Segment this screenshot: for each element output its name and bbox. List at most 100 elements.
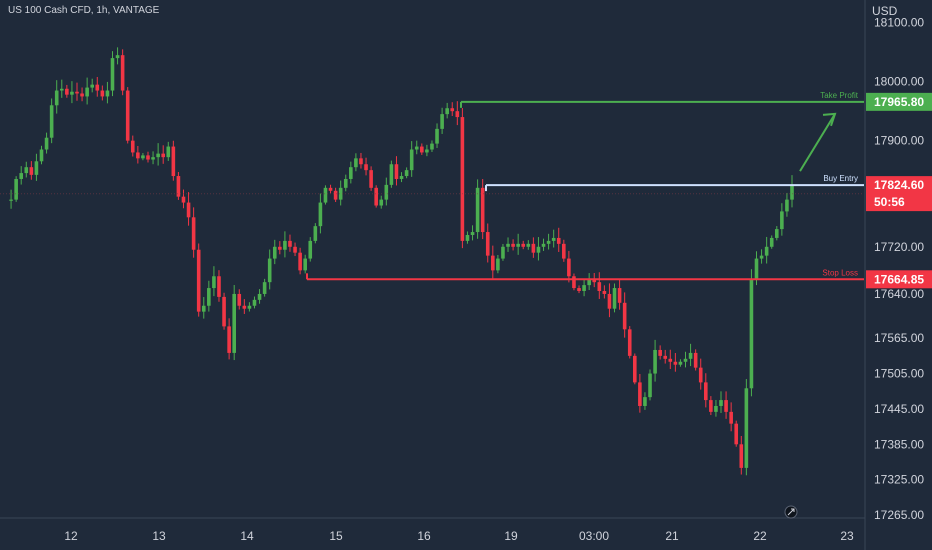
candle-body <box>597 282 602 292</box>
candle-body <box>105 90 110 97</box>
candle-body <box>217 276 221 297</box>
candles-group <box>9 47 794 476</box>
candle-body <box>703 382 708 401</box>
candle-body <box>19 173 24 179</box>
y-tick-label: 17265.00 <box>874 508 924 522</box>
candle-body <box>374 187 378 206</box>
y-tick-label: 18100.00 <box>874 16 924 30</box>
candle-body <box>734 423 739 445</box>
candle-body <box>349 167 353 179</box>
candle-body <box>257 293 262 300</box>
candle-body <box>262 282 267 294</box>
candle-body <box>9 199 13 201</box>
y-tick-label: 17565.00 <box>874 331 924 345</box>
candle-body <box>567 258 571 277</box>
candle-body <box>232 293 236 353</box>
candle-body <box>774 229 779 238</box>
candle-body <box>29 167 34 175</box>
candle-body <box>65 88 69 95</box>
candle-body <box>95 84 100 91</box>
candle-body <box>110 58 115 91</box>
candle-body <box>491 255 495 271</box>
candle-body <box>212 276 216 289</box>
candle-body <box>556 237 561 244</box>
candle-body <box>643 397 647 406</box>
candle-body <box>166 146 171 158</box>
candle-body <box>242 305 247 309</box>
candle-body <box>688 352 693 359</box>
candle-body <box>90 84 95 88</box>
x-tick-label: 03:00 <box>579 529 609 543</box>
candle-body <box>420 146 424 153</box>
candle-body <box>475 187 480 233</box>
y-tick-label: 17720.00 <box>874 240 924 254</box>
candle-body <box>445 108 449 115</box>
candle-body <box>313 226 318 241</box>
y-tick-label: 17640.00 <box>874 287 924 301</box>
candle-body <box>222 296 226 327</box>
candle-body <box>749 279 754 389</box>
candle-body <box>384 184 389 200</box>
candle-body <box>450 108 455 112</box>
candle-body <box>780 211 784 230</box>
currency-label[interactable]: USD <box>872 4 898 18</box>
candle-body <box>693 352 698 368</box>
candle-body <box>156 153 160 158</box>
take-profit-label: Take Profit <box>820 91 859 100</box>
candle-body <box>343 178 348 188</box>
candle-body <box>120 55 125 91</box>
candle-body <box>176 176 181 197</box>
candle-body <box>414 146 419 150</box>
candle-body <box>617 288 622 303</box>
candle-body <box>328 187 333 191</box>
candle-body <box>724 400 728 412</box>
candle-body <box>146 155 150 160</box>
candle-body <box>678 361 683 365</box>
x-tick-label: 23 <box>840 529 854 543</box>
candle-body <box>115 55 120 59</box>
candle-body <box>70 91 74 95</box>
candle-body <box>237 293 242 306</box>
y-tick-label: 17385.00 <box>874 437 924 451</box>
candle-body <box>425 149 429 153</box>
candle-body <box>338 187 343 200</box>
candle-body <box>440 114 444 129</box>
candle-body <box>136 152 140 159</box>
candle-body <box>39 149 44 162</box>
candle-body <box>516 243 520 247</box>
candle-body <box>638 382 642 406</box>
candle-body <box>44 137 49 150</box>
candle-body <box>227 326 231 353</box>
candle-body <box>247 305 252 309</box>
candle-body <box>460 117 465 241</box>
candle-body <box>59 88 64 91</box>
stop-loss-label: Stop Loss <box>822 268 858 277</box>
candle-body <box>607 293 612 309</box>
candle-body <box>465 234 470 241</box>
candle-body <box>308 240 313 259</box>
candle-body <box>769 237 774 247</box>
candle-body <box>171 146 176 177</box>
candle-body <box>24 167 29 174</box>
candle-body <box>536 246 541 253</box>
candle-body <box>100 90 105 97</box>
candle-body <box>293 246 297 253</box>
candle-body <box>668 358 673 362</box>
x-tick-label: 21 <box>665 529 679 543</box>
candle-body <box>409 149 414 171</box>
candle-body <box>714 405 718 412</box>
candle-body <box>506 243 510 247</box>
candle-body <box>267 258 272 283</box>
candle-body <box>546 240 551 244</box>
candle-body <box>739 444 744 468</box>
candle-body <box>521 243 526 247</box>
candle-body <box>272 246 277 259</box>
candle-body <box>501 246 505 259</box>
candle-body <box>612 288 617 309</box>
stop-loss-badge-text: 17664.85 <box>874 272 924 286</box>
candle-body <box>323 187 328 203</box>
candle-body <box>379 199 384 206</box>
candle-body <box>709 400 713 412</box>
